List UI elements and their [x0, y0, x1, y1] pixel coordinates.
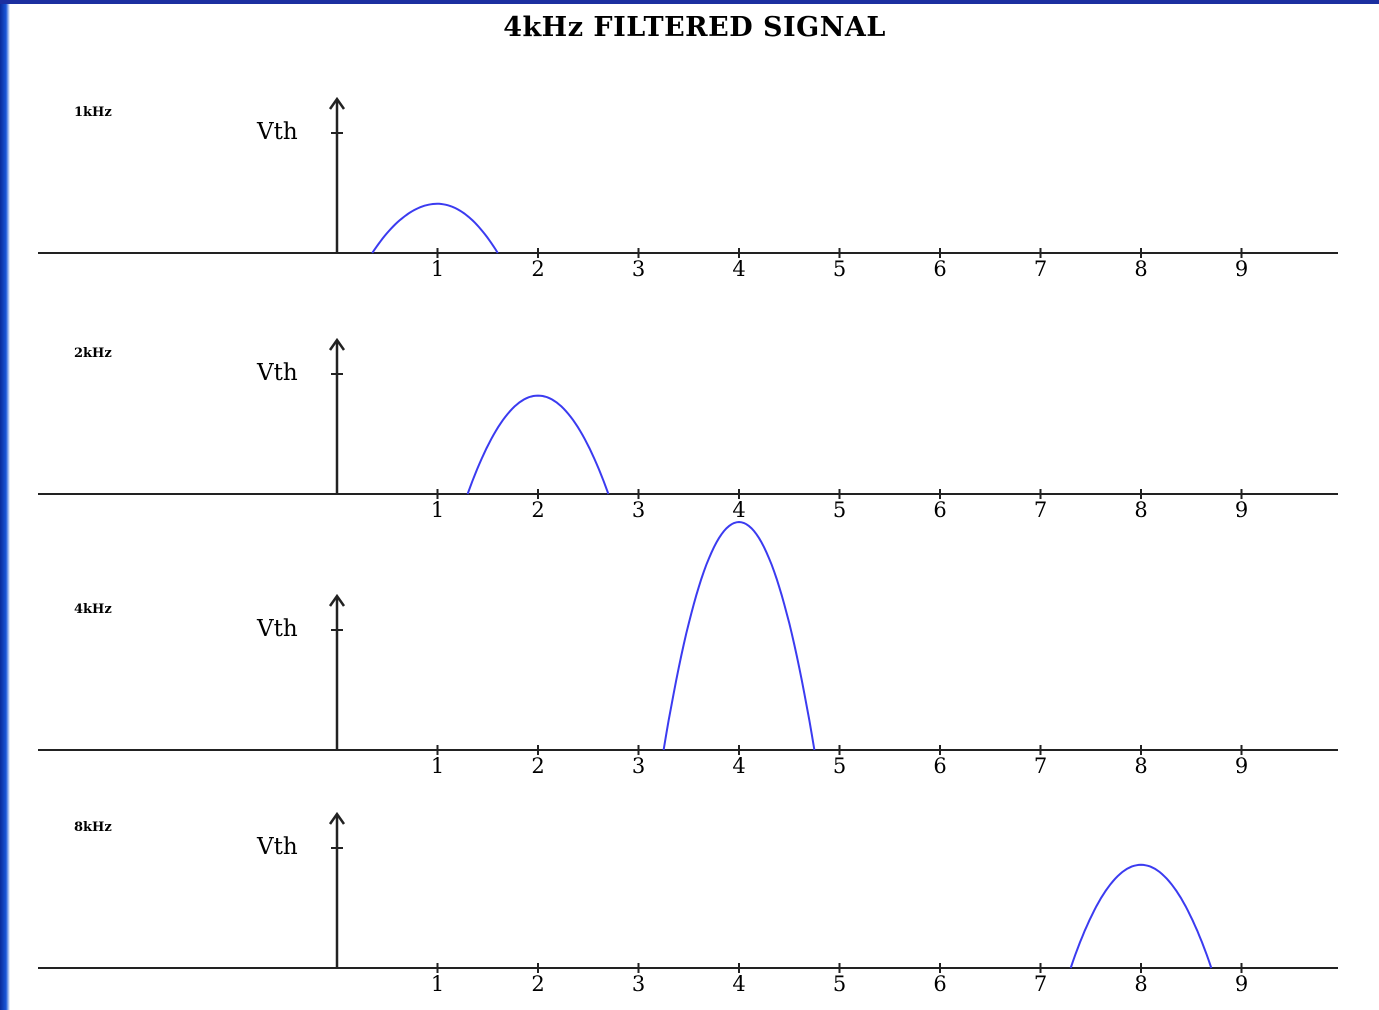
signal-curve — [371, 202, 499, 254]
x-tick-label: 2 — [531, 972, 544, 996]
x-tick-label: 9 — [1235, 498, 1248, 522]
y-axis-arrow — [328, 337, 346, 351]
x-tick-label: 2 — [531, 257, 544, 281]
signal-curve — [662, 520, 816, 751]
x-tick-label: 4 — [732, 257, 745, 281]
x-tick-label: 3 — [632, 498, 645, 522]
x-tick-label: 3 — [632, 257, 645, 281]
x-tick-label: 7 — [1034, 498, 1047, 522]
x-tick-label: 6 — [933, 972, 946, 996]
x-tick-label: 9 — [1235, 972, 1248, 996]
x-tick-label: 8 — [1134, 972, 1147, 996]
x-tick-label: 5 — [833, 754, 846, 778]
x-tick-label: 7 — [1034, 257, 1047, 281]
x-tick-label: 9 — [1235, 754, 1248, 778]
signal-curve — [466, 394, 610, 495]
x-tick-label: 2 — [531, 754, 544, 778]
panel-label: 8kHz — [74, 820, 112, 835]
top-frame-bar — [0, 0, 1379, 4]
x-tick-label: 5 — [833, 257, 846, 281]
y-axis-label: Vth — [256, 360, 298, 386]
y-axis-arrow — [328, 811, 346, 825]
slide: 4kHz FILTERED SIGNAL — [10, 4, 1379, 1010]
x-tick-label: 3 — [632, 972, 645, 996]
x-tick-label: 5 — [833, 498, 846, 522]
x-tick-label: 7 — [1034, 754, 1047, 778]
panel-label: 4kHz — [74, 602, 112, 617]
y-axis-arrow — [328, 593, 346, 607]
x-tick-label: 7 — [1034, 972, 1047, 996]
y-axis-label: Vth — [256, 119, 298, 145]
x-tick-label: 1 — [431, 754, 444, 778]
y-axis-label: Vth — [256, 834, 298, 860]
x-tick-label: 6 — [933, 257, 946, 281]
x-tick-label: 4 — [732, 498, 745, 522]
y-axis-arrow — [328, 96, 346, 110]
x-tick-label: 1 — [431, 498, 444, 522]
x-tick-label: 4 — [732, 754, 745, 778]
x-tick-label: 2 — [531, 498, 544, 522]
y-axis-label: Vth — [256, 616, 298, 642]
x-tick-label: 8 — [1134, 257, 1147, 281]
x-tick-label: 1 — [431, 972, 444, 996]
x-tick-label: 4 — [732, 972, 745, 996]
panel-label: 1kHz — [74, 105, 112, 120]
x-tick-label: 1 — [431, 257, 444, 281]
x-tick-label: 9 — [1235, 257, 1248, 281]
x-tick-label: 6 — [933, 498, 946, 522]
x-tick-label: 3 — [632, 754, 645, 778]
x-tick-label: 6 — [933, 754, 946, 778]
chart-title: 4kHz FILTERED SIGNAL — [503, 12, 886, 43]
x-tick-label: 8 — [1134, 498, 1147, 522]
panel-label: 2kHz — [74, 346, 112, 361]
x-tick-label: 8 — [1134, 754, 1147, 778]
signal-curve — [1069, 863, 1213, 969]
x-tick-label: 5 — [833, 972, 846, 996]
